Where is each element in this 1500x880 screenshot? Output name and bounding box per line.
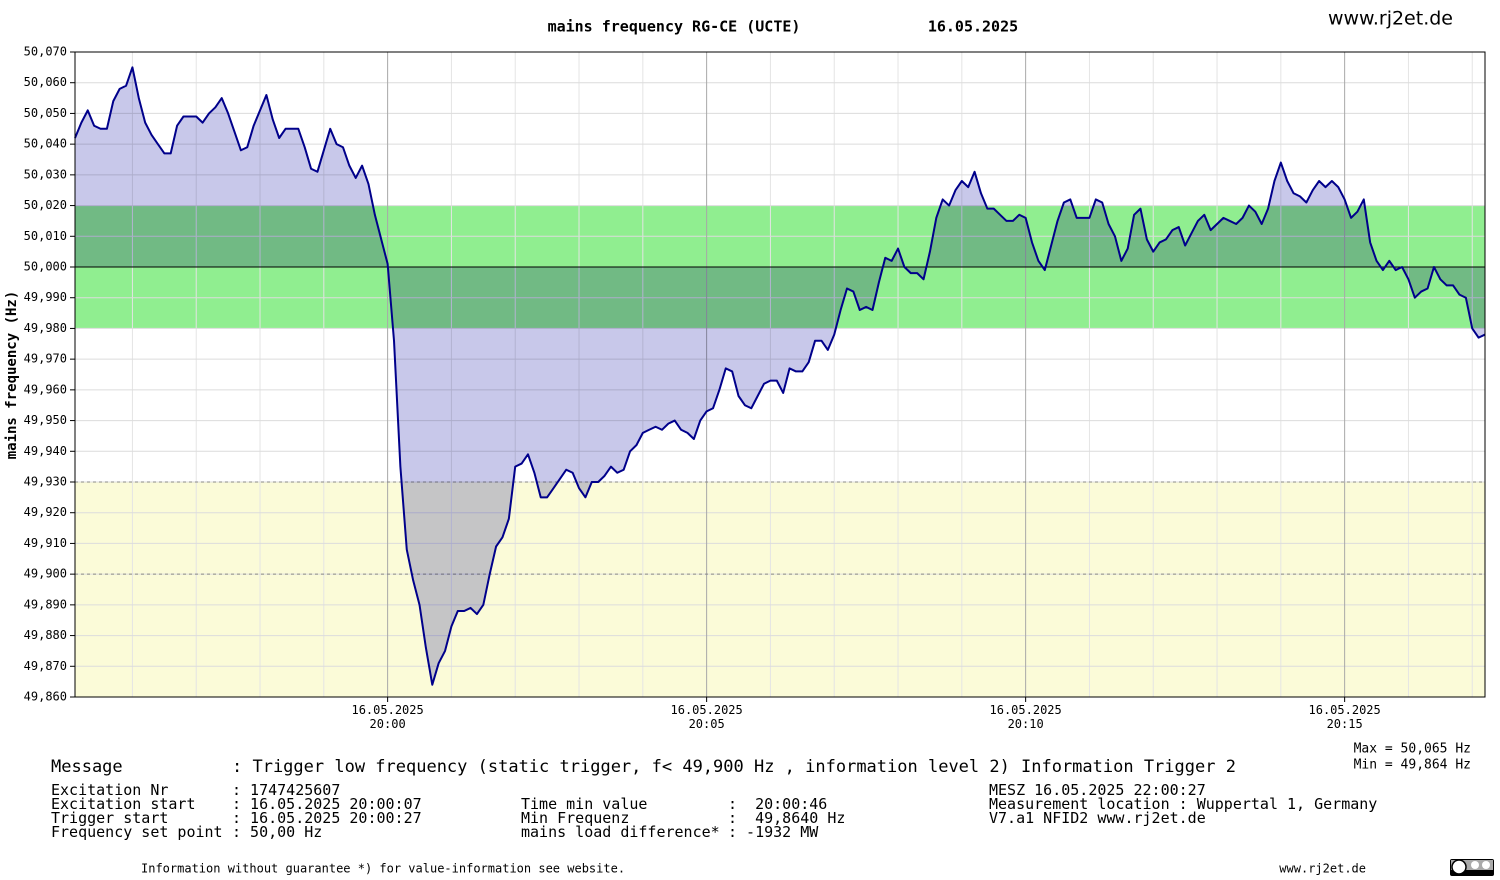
y-tick-label: 49,920 (24, 505, 67, 519)
y-tick-label: 50,000 (24, 260, 67, 274)
info-value: : 16.05.2025 20:00:07 (232, 795, 422, 813)
y-tick-label: 49,980 (24, 321, 67, 335)
deviation-area (75, 67, 1485, 685)
info-value: : 16.05.2025 20:00:27 (232, 809, 422, 827)
info-key: Trigger start (51, 809, 169, 827)
info-value: : -1932 MW (728, 823, 819, 841)
info-key: Min Frequenz (521, 809, 630, 827)
y-tick-label: 49,950 (24, 413, 67, 427)
y-tick-label: 49,870 (24, 659, 67, 673)
message-extra: Information Trigger 2 (1021, 757, 1236, 777)
y-tick-label: 50,070 (24, 45, 67, 59)
y-tick-label: 50,010 (24, 229, 67, 243)
x-tick-label: 16.05.2025 20:10 (989, 703, 1062, 731)
message-value: : Trigger low frequency (static trigger,… (232, 757, 1010, 777)
license-icon (1450, 859, 1494, 876)
footer-note: Information without guarantee *) for val… (141, 862, 625, 876)
y-tick-label: 49,890 (24, 597, 67, 611)
min-stat: Min = 49,864 Hz (1354, 758, 1471, 773)
y-tick-label: 49,930 (24, 475, 67, 489)
info-line: Measurement location : Wuppertal 1, Germ… (989, 795, 1378, 813)
max-stat: Max = 50,065 Hz (1354, 742, 1471, 757)
y-tick-label: 50,020 (24, 198, 67, 212)
y-tick-label: 50,050 (24, 106, 67, 120)
band (75, 482, 1485, 697)
info-key: mains load difference* (521, 823, 720, 841)
y-tick-label: 49,910 (24, 536, 67, 550)
y-tick-label: 49,990 (24, 290, 67, 304)
info-key: Time min value (521, 795, 648, 813)
info-value: : 49,8640 Hz (728, 809, 846, 827)
info-key: Frequency set point (51, 823, 223, 841)
footer-site: www.rj2et.de (1279, 862, 1366, 876)
y-tick-label: 49,940 (24, 444, 67, 458)
info-value: : 20:00:46 (728, 795, 828, 813)
y-axis-label: mains frequency (Hz) (4, 291, 20, 460)
chart-date: 16.05.2025 (928, 18, 1018, 36)
y-tick-label: 49,900 (24, 567, 67, 581)
info-value: : 1747425607 (232, 781, 341, 799)
y-tick-label: 50,060 (24, 75, 67, 89)
y-tick-label: 49,860 (24, 690, 67, 704)
x-tick-label: 16.05.2025 20:15 (1308, 703, 1381, 731)
site-name: www.rj2et.de (1328, 8, 1453, 30)
info-key: Excitation Nr (51, 781, 169, 799)
y-tick-label: 49,960 (24, 382, 67, 396)
chart-title: mains frequency RG-CE (UCTE) (548, 18, 801, 36)
y-tick-label: 50,030 (24, 167, 67, 181)
y-tick-label: 50,040 (24, 137, 67, 151)
info-line: MESZ 16.05.2025 22:00:27 (989, 781, 1206, 799)
plot-frame (74, 51, 1486, 698)
x-tick-label: 16.05.2025 20:00 (351, 703, 424, 731)
frequency-line (74, 66, 1486, 686)
info-line: V7.a1 NFID2 www.rj2et.de (989, 809, 1206, 827)
y-tick-label: 49,970 (24, 352, 67, 366)
message-key: Message (51, 757, 123, 777)
info-key: Excitation start (51, 795, 196, 813)
info-value: : 50,00 Hz (232, 823, 323, 841)
y-tick-label: 49,880 (24, 628, 67, 642)
x-tick-label: 16.05.2025 20:05 (670, 703, 743, 731)
